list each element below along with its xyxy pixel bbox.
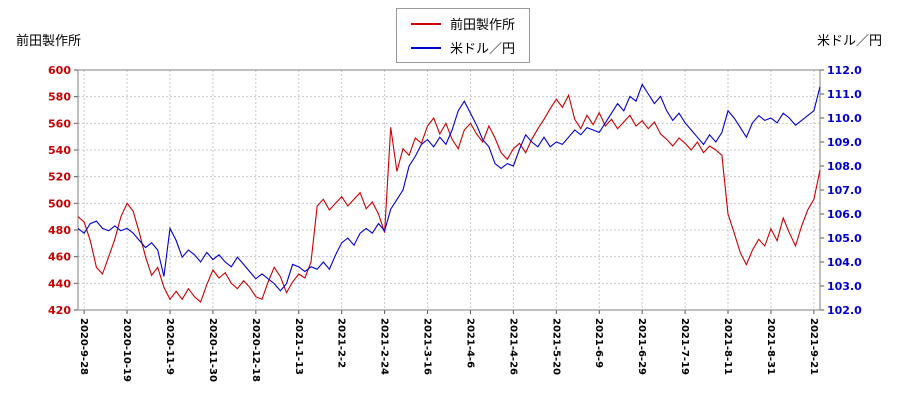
x-axis-tick-label: 2021-2-24 [379,318,390,375]
left-axis-tick-label: 420 [48,304,71,317]
x-axis-tick-label: 2021-8-31 [765,318,776,375]
x-axis-tick-label: 2020-10-19 [121,318,132,382]
right-axis-tick-label: 106.0 [827,208,862,221]
x-axis-tick-label: 2021-6-29 [636,318,647,375]
plot-border [77,69,821,311]
legend-item-stock: 前田製作所 [411,14,515,33]
left-axis-tick-label: 440 [48,277,71,290]
x-axis-tick-label: 2020-11-9 [164,318,175,375]
legend-label-usdjpy: 米ドル／円 [450,41,516,56]
series-line-usdjpy [77,83,821,292]
right-axis-tick-label: 105.0 [827,232,862,245]
x-axis-tick-label: 2020-12-18 [250,318,261,382]
x-axis-tick-label: 2021-8-11 [722,318,733,375]
left-axis-tick-label: 460 [48,251,71,264]
right-axis-tick-label: 108.0 [827,160,862,173]
right-axis-title: 米ドル／円 [816,33,882,48]
x-axis-tick-label: 2021-7-19 [679,318,690,375]
left-axis-tick-label: 540 [48,144,71,157]
right-axis-tick-label: 111.0 [827,88,862,101]
red-line-swatch [411,22,441,25]
right-axis-tick-label: 102.0 [827,304,862,317]
x-axis-tick-label: 2021-1-13 [293,318,304,375]
right-axis-tick-label: 112.0 [827,64,862,77]
left-axis-tick-label: 480 [48,224,71,237]
x-axis-tick-label: 2021-5-20 [550,318,561,375]
left-axis-tick-label: 560 [48,117,71,130]
left-axis-tick-label: 580 [48,91,71,104]
right-axis-tick-label: 107.0 [827,184,862,197]
x-axis-tick-label: 2021-3-16 [422,318,433,375]
x-axis-tick-label: 2021-2-2 [336,318,347,368]
right-axis-tick-label: 110.0 [827,112,862,125]
blue-line-swatch [411,46,441,49]
left-axis-tick-label: 520 [48,171,71,184]
x-axis-tick-label: 2021-4-6 [464,318,475,368]
x-axis-tick-label: 2021-6-9 [593,318,604,368]
x-axis-tick-label: 2020-9-28 [78,318,89,375]
x-axis-tick-label: 2021-9-21 [808,318,819,375]
legend-label-stock: 前田製作所 [450,17,516,32]
legend-item-usdjpy: 米ドル／円 [411,38,515,57]
legend: 前田製作所 米ドル／円 [396,8,531,63]
right-axis-tick-label: 103.0 [827,280,862,293]
right-axis-tick-label: 109.0 [827,136,862,149]
left-axis-tick-label: 500 [48,197,71,210]
left-axis-title: 前田製作所 [16,33,82,48]
x-axis-tick-label: 2021-4-26 [507,318,518,375]
left-axis-tick-label: 600 [48,64,71,77]
x-axis-tick-label: 2020-11-30 [207,318,218,382]
right-axis-tick-label: 104.0 [827,256,862,269]
series-line-stock [77,93,821,303]
